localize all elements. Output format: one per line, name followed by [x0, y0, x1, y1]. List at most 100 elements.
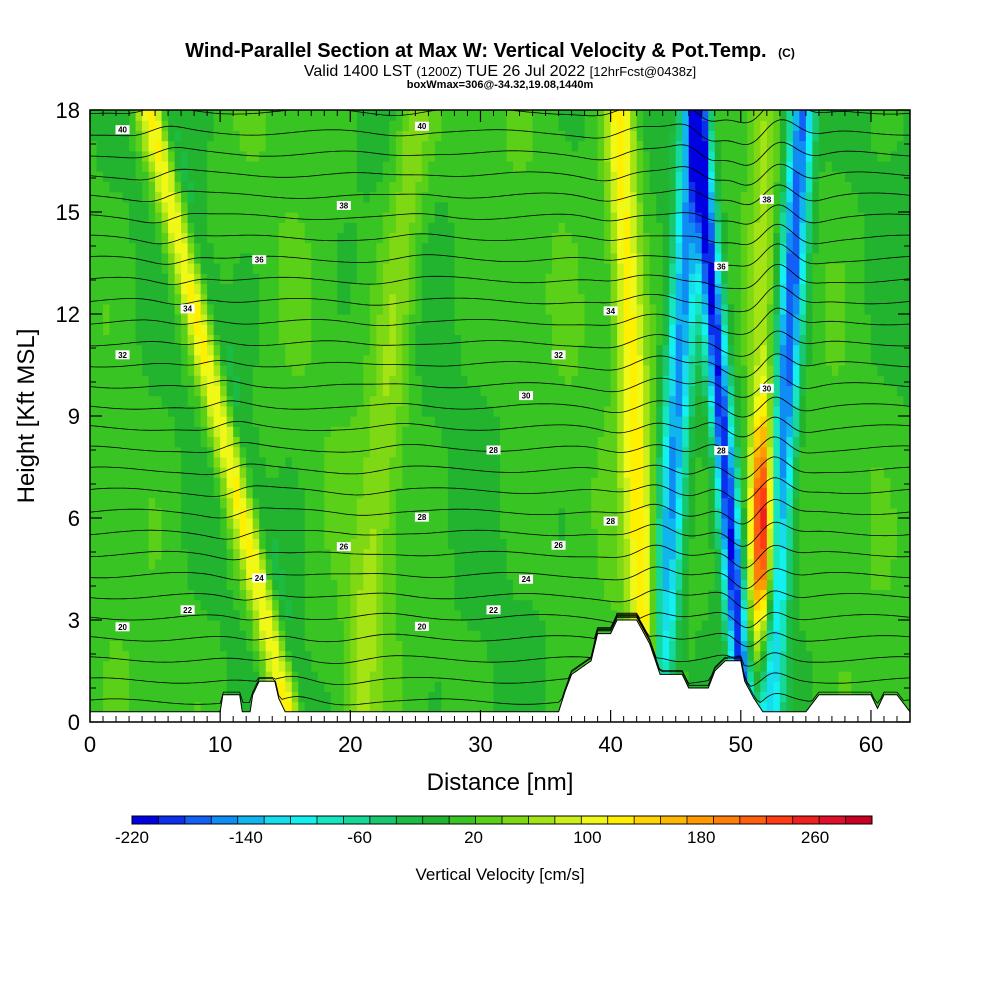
w-cell — [311, 609, 319, 621]
w-cell — [272, 161, 280, 172]
w-cell — [168, 630, 176, 641]
w-cell — [155, 487, 163, 499]
w-cell — [604, 354, 612, 366]
w-cell — [363, 650, 371, 662]
w-cell — [291, 650, 299, 662]
w-cell — [304, 589, 312, 601]
w-cell — [552, 191, 560, 203]
w-cell — [278, 528, 286, 539]
w-cell — [571, 487, 579, 499]
w-cell — [252, 232, 260, 244]
w-cell — [402, 395, 410, 407]
w-cell — [604, 212, 612, 223]
w-cell — [135, 671, 143, 682]
w-cell — [617, 344, 625, 356]
w-cell — [304, 303, 312, 315]
w-cell — [526, 579, 534, 590]
w-cell — [226, 150, 234, 162]
w-cell — [369, 487, 377, 499]
w-cell — [291, 446, 299, 458]
w-cell — [532, 273, 540, 284]
w-cell — [356, 630, 364, 641]
w-cell — [558, 395, 566, 407]
w-cell — [565, 487, 573, 499]
w-cell — [441, 497, 449, 509]
w-cell — [324, 589, 332, 601]
w-cell — [155, 110, 163, 121]
w-cell — [441, 303, 449, 315]
w-cell — [116, 609, 124, 621]
w-cell — [90, 599, 98, 611]
w-cell — [428, 691, 436, 703]
w-cell — [337, 691, 345, 703]
w-cell — [155, 691, 163, 703]
w-cell — [539, 324, 547, 335]
w-cell — [90, 660, 98, 672]
w-cell — [174, 150, 182, 162]
w-cell — [194, 416, 202, 427]
w-cell — [324, 171, 332, 182]
w-cell — [298, 344, 306, 356]
w-cell — [161, 681, 169, 692]
w-cell — [539, 130, 547, 142]
w-cell — [213, 487, 221, 499]
w-cell — [610, 181, 618, 193]
w-cell — [122, 344, 130, 356]
w-cell — [343, 140, 351, 152]
w-cell — [493, 191, 501, 203]
w-cell — [395, 620, 403, 631]
w-cell — [233, 161, 241, 172]
w-cell — [526, 365, 534, 376]
w-cell — [207, 171, 215, 182]
w-cell — [350, 436, 358, 448]
w-cell — [220, 385, 228, 397]
w-cell — [233, 456, 241, 468]
w-cell — [500, 263, 508, 274]
w-cell — [597, 201, 605, 213]
w-cell — [96, 273, 104, 284]
w-cell — [226, 191, 234, 203]
w-cell — [519, 110, 527, 121]
w-cell — [363, 283, 371, 295]
w-cell — [168, 212, 176, 223]
w-cell — [148, 569, 156, 580]
w-cell — [200, 395, 208, 407]
w-cell — [545, 426, 553, 437]
w-cell — [187, 558, 195, 570]
w-cell — [565, 660, 573, 672]
w-cell — [103, 671, 111, 682]
w-cell — [467, 171, 475, 182]
w-cell — [272, 365, 280, 376]
w-cell — [421, 650, 430, 662]
w-cell — [272, 324, 280, 335]
w-cell — [304, 385, 312, 397]
w-cell — [454, 405, 462, 417]
w-cell — [350, 395, 358, 407]
w-cell — [486, 620, 495, 631]
w-cell — [473, 681, 482, 692]
w-cell — [408, 691, 416, 703]
w-cell — [226, 436, 234, 448]
w-cell — [571, 538, 579, 550]
w-cell — [330, 324, 338, 335]
w-cell — [265, 375, 273, 386]
w-cell — [174, 701, 182, 713]
w-cell — [447, 385, 456, 397]
w-cell — [350, 579, 358, 590]
w-cell — [584, 477, 592, 488]
w-cell — [311, 283, 319, 295]
w-cell — [285, 140, 293, 152]
w-cell — [408, 416, 416, 427]
w-cell — [109, 365, 117, 376]
w-cell — [460, 436, 469, 448]
w-cell — [447, 426, 456, 437]
w-cell — [532, 161, 540, 172]
w-cell — [604, 507, 612, 519]
w-cell — [272, 140, 280, 152]
w-cell — [389, 518, 397, 529]
w-cell — [330, 150, 338, 162]
w-cell — [324, 620, 332, 631]
w-cell — [324, 558, 332, 570]
w-cell — [207, 191, 215, 203]
w-cell — [389, 609, 397, 621]
